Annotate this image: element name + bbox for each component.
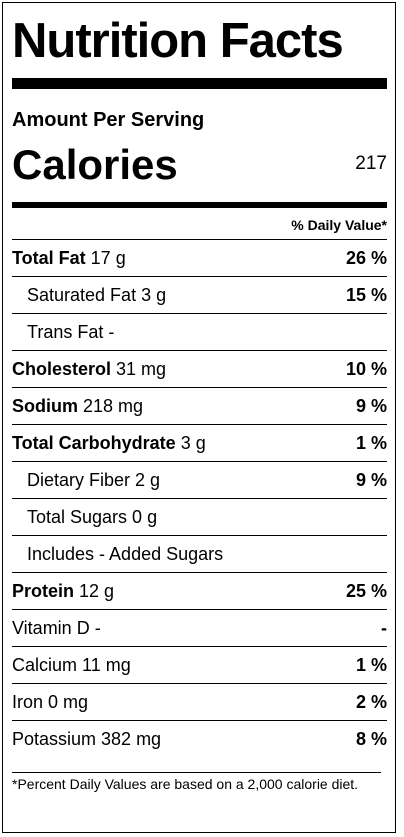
vitamin-label: Vitamin D -: [12, 617, 101, 638]
vitamin-label: Iron 0 mg: [12, 691, 89, 712]
nutrient-amount: 12 g: [74, 580, 115, 601]
vitamin-row-iron: Iron 0 mg 2 %: [12, 683, 387, 720]
nutrient-amount: 17 g: [85, 247, 126, 268]
amount-per-serving-label: Amount Per Serving: [12, 109, 205, 131]
nutrient-row-sodium: Sodium 218 mg 9 %: [12, 387, 387, 424]
vitamin-dv: 2 %: [355, 691, 387, 712]
nutrient-dv: 15 %: [345, 284, 387, 305]
nutrient-amount: 3 g: [175, 432, 206, 453]
calories-divider: [12, 202, 387, 208]
nutrient-dv: 9 %: [355, 395, 387, 416]
nutrient-amount: 31 mg: [111, 358, 167, 379]
nutrition-facts-panel: Nutrition Facts Amount Per Serving Calor…: [2, 2, 396, 833]
vitamin-row-calcium: Calcium 11 mg 1 %: [12, 646, 387, 683]
vitamin-dv: 8 %: [355, 728, 387, 749]
title-divider-thick: [12, 78, 387, 89]
nutrient-row-total-fat: Total Fat 17 g 26 %: [12, 239, 387, 276]
nutrient-name: Sodium: [12, 395, 78, 416]
nutrient-row-cholesterol: Cholesterol 31 mg 10 %: [12, 350, 387, 387]
nutrient-dv: 9 %: [355, 469, 387, 490]
nutrient-dv: 10 %: [345, 358, 387, 379]
nutrient-amount: Total Sugars 0 g: [27, 506, 158, 527]
nutrient-dv: 1 %: [355, 432, 387, 453]
nutrient-amount: 218 mg: [78, 395, 144, 416]
vitamin-label: Calcium 11 mg: [12, 654, 131, 675]
nutrient-amount: Saturated Fat 3 g: [27, 284, 167, 305]
vitamin-row-vitamin-d: Vitamin D - -: [12, 609, 387, 646]
nutrient-dv: 25 %: [345, 580, 387, 601]
nutrient-row-added-sugars: Includes - Added Sugars: [12, 535, 387, 572]
vitamin-dv: 1 %: [355, 654, 387, 675]
nutrient-amount: Dietary Fiber 2 g: [27, 469, 161, 490]
nutrient-name: Total Fat: [12, 247, 86, 268]
vitamin-label: Potassium 382 mg: [12, 728, 162, 749]
calories-value: 217: [355, 153, 387, 174]
nutrition-facts-title: Nutrition Facts: [12, 14, 344, 68]
daily-value-header: % Daily Value*: [291, 217, 387, 233]
nutrient-row-trans-fat: Trans Fat -: [12, 313, 387, 350]
daily-value-footnote: *Percent Daily Values are based on a 2,0…: [12, 772, 381, 795]
vitamin-dv: -: [381, 617, 387, 638]
nutrient-name: Protein: [12, 580, 75, 601]
vitamin-row-potassium: Potassium 382 mg 8 %: [12, 720, 387, 757]
nutrient-row-total-carbohydrate: Total Carbohydrate 3 g 1 %: [12, 424, 387, 461]
nutrient-dv: 26 %: [345, 247, 387, 268]
nutrient-amount: Includes - Added Sugars: [27, 543, 224, 564]
nutrient-row-total-sugars: Total Sugars 0 g: [12, 498, 387, 535]
nutrient-name: Total Carbohydrate: [12, 432, 176, 453]
nutrient-amount: Trans Fat -: [27, 321, 115, 342]
nutrient-row-dietary-fiber: Dietary Fiber 2 g 9 %: [12, 461, 387, 498]
nutrient-name: Cholesterol: [12, 358, 112, 379]
calories-label: Calories: [12, 141, 178, 188]
nutrient-row-saturated-fat: Saturated Fat 3 g 15 %: [12, 276, 387, 313]
nutrient-row-protein: Protein 12 g 25 %: [12, 572, 387, 609]
